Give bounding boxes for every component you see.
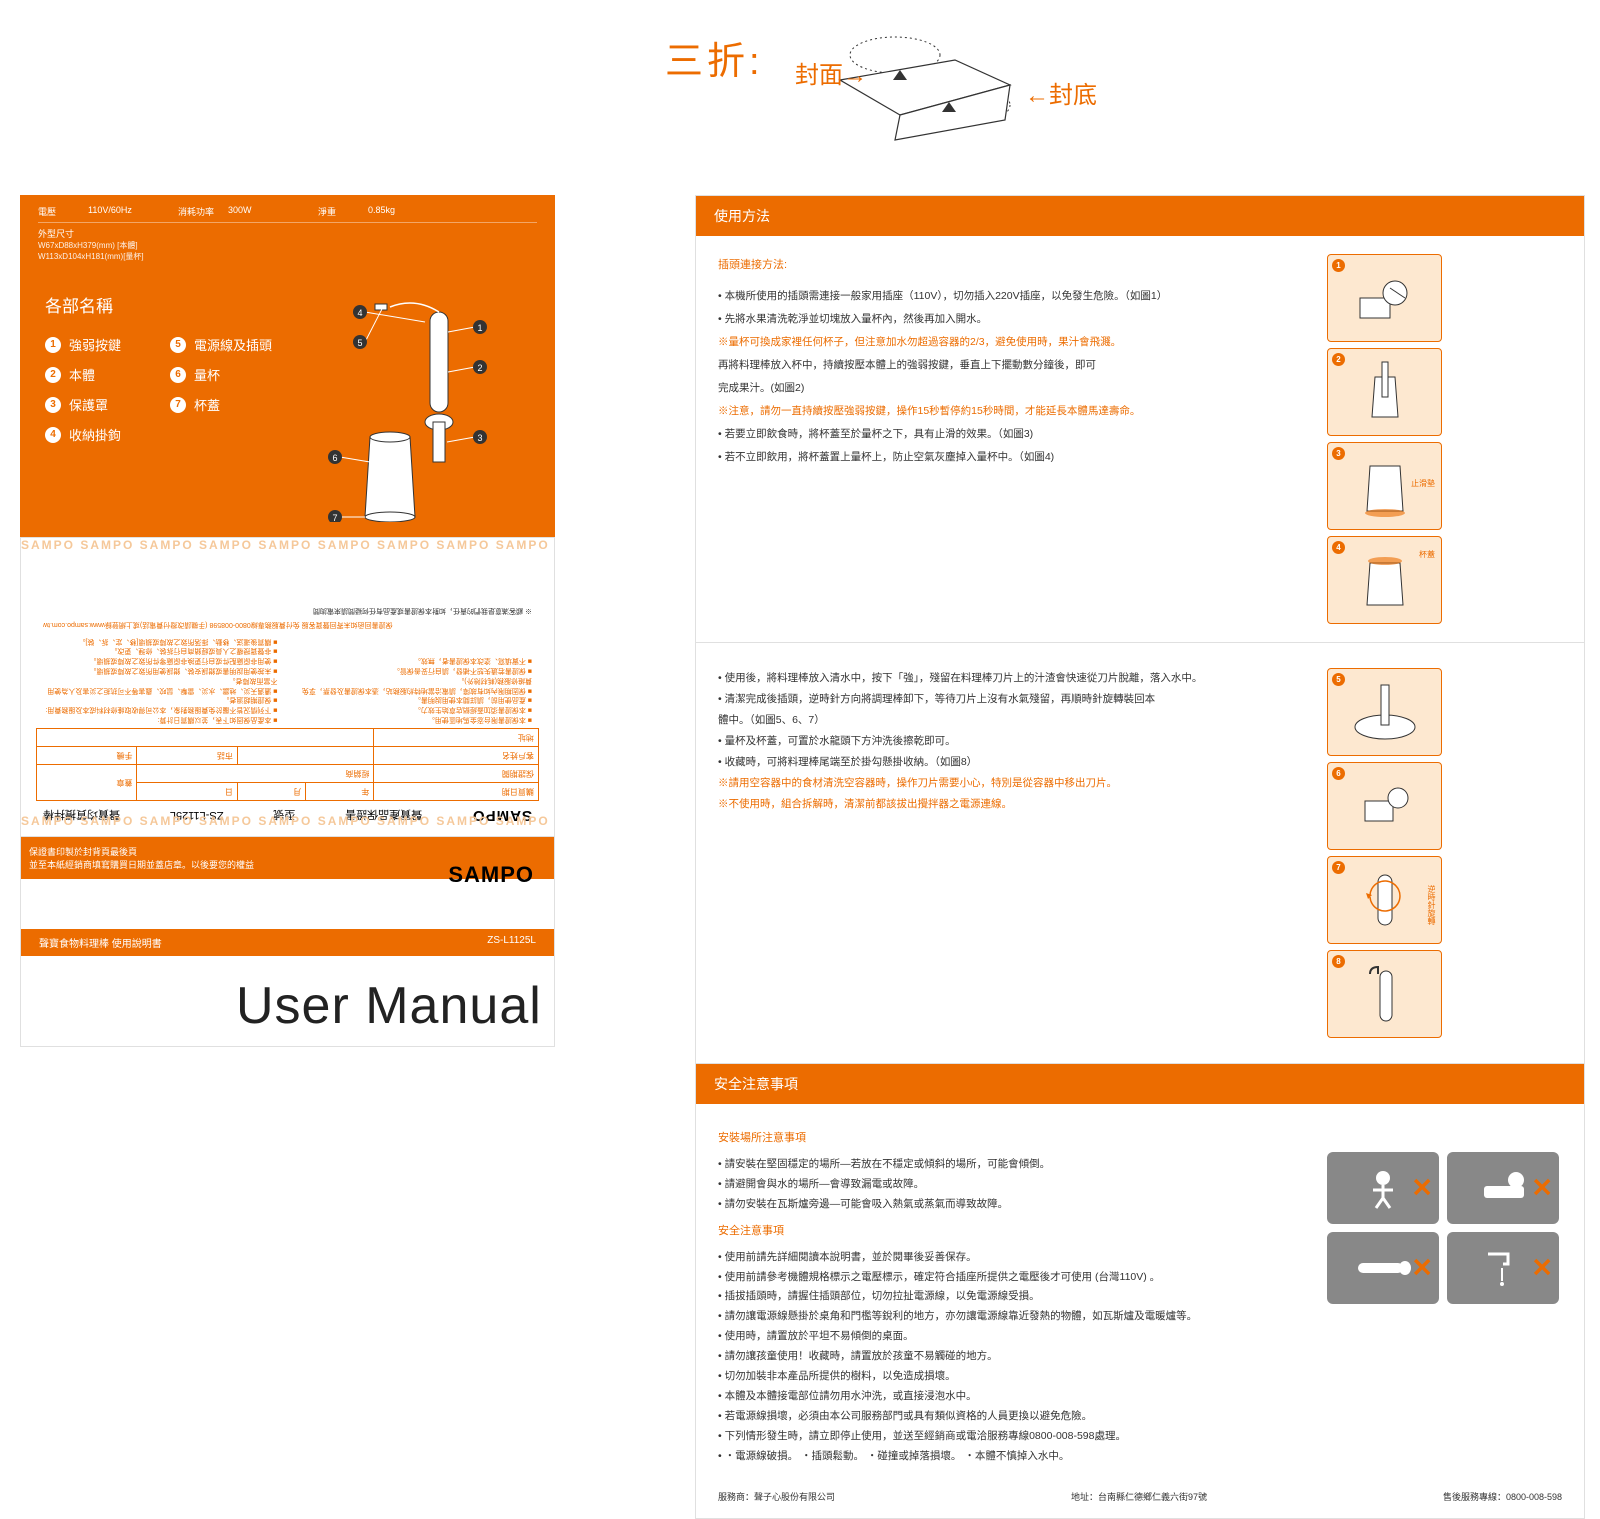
middle-img-7: 7 逆時針旋轉 — [1327, 856, 1442, 944]
svg-text:4: 4 — [357, 308, 362, 318]
safety-section: 安全注意事項 安裝場所注意事項 請安裝在堅固穩定的場所—若放在不穩定或傾斜的場所… — [695, 1064, 1585, 1519]
safety-icon-stove: ✕ — [1447, 1152, 1559, 1224]
part-4: 4收納掛鉤 — [45, 425, 170, 444]
bottom-note1: 保證書印製於封背頁最後頁 — [29, 845, 254, 858]
footer-phone: 售後服務專線：0800-008-598 — [1443, 1490, 1562, 1503]
footer-company: 服務商：聲子心股份有限公司 — [718, 1490, 835, 1503]
power-label: 消耗功率 — [178, 205, 228, 218]
voltage-label: 電壓 — [38, 205, 88, 218]
sampo-logo: SAMPO — [448, 862, 534, 888]
svg-text:1: 1 — [477, 323, 482, 333]
x-icon: ✕ — [1531, 1173, 1553, 1204]
warranty-section: SAMPO SAMPO SAMPO SAMPO SAMPO SAMPO SAMP… — [20, 537, 555, 837]
safety-icon-blender: ✕ — [1327, 1232, 1439, 1304]
fold-front-label: 封面→ — [795, 55, 867, 90]
right-document-panel: 使用方法 插頭連接方法: • 本機所使用的插頭需連接一般家用插座（110V），切… — [695, 195, 1585, 1245]
middle-section: • 使用後，將料理棒放入清水中，按下「強」，殘留在料理棒刀片上的汁渣會快速從刀片… — [695, 643, 1585, 1064]
safety-icons: ✕ ✕ ✕ ✕ — [1312, 1122, 1562, 1467]
warranty-notes-left: ■ 本保證書限台澎金馬地區使用。■ 本保證書須加蓋經銷店章始生效力。 ■ 產品使… — [298, 636, 533, 724]
middle-img-6: 6 — [1327, 762, 1442, 850]
dim2: W113xD104xH181(mm)[量杯] — [38, 251, 537, 262]
product-name: 聲寶食物料理棒 使用說明書 — [39, 935, 162, 950]
fold-title: 三折: — [665, 30, 764, 85]
usage-img-3: 3 止滑墊 — [1327, 442, 1442, 530]
middle-images: 5 6 7 逆時針旋轉 8 — [1317, 668, 1562, 1038]
usage-img-1: 1 — [1327, 254, 1442, 342]
middle-img-8: 8 — [1327, 950, 1442, 1038]
warranty-smalltext: 保證書回函如未寄回聲寶客服 免付費服務專線0800-008598 (手機請改撥付… — [31, 618, 544, 632]
middle-text: • 使用後，將料理棒放入清水中，按下「強」，殘留在料理棒刀片上的汁渣會快速從刀片… — [718, 668, 1317, 1038]
warranty-notes-right: ■ 本產品保固如下表，並以購買日計算:■ 下列情況皆不屬於免費服務對象，本公司得… — [43, 636, 278, 724]
svg-text:3: 3 — [477, 433, 482, 443]
parts-diagram-svg: 4 5 1 2 3 6 7 — [315, 292, 515, 522]
part-5: 5電源線及插頭 — [170, 335, 295, 354]
usage-text: 插頭連接方法: • 本機所使用的插頭需連接一般家用插座（110V），切勿插入22… — [718, 254, 1317, 624]
middle-img-5: 5 — [1327, 668, 1442, 756]
weight-value: 0.85kg — [368, 205, 458, 218]
svg-text:6: 6 — [332, 453, 337, 463]
dim1: W67xD88xH379(mm) [本體] — [38, 240, 537, 251]
dim-label: 外型尺寸 — [38, 227, 88, 240]
bottom-note2: 並至本紙經銷商填寫購買日期並蓋店章。以後要您的權益 — [29, 858, 254, 871]
usage-section: 使用方法 插頭連接方法: • 本機所使用的插頭需連接一般家用插座（110V），切… — [695, 195, 1585, 643]
warranty-care: ※ 顧客滿意是我們的責任，如對本保證書或產品有任何疑問請來電詢問 — [31, 604, 544, 618]
fold-diagram-svg — [780, 20, 1030, 160]
svg-text:5: 5 — [357, 338, 362, 348]
x-icon: ✕ — [1531, 1253, 1553, 1284]
footer-line: 服務商：聲子心股份有限公司 地址：台南縣仁德鄉仁義六街97號 售後服務專線：08… — [696, 1485, 1584, 1518]
part-3: 3保護罩 — [45, 395, 170, 414]
fold-diagram-area: 三折: 封面→ ←封底 — [0, 0, 1600, 190]
part-7: 7杯蓋 — [170, 395, 295, 414]
weight-label: 淨重 — [318, 205, 368, 218]
safety-text: 安裝場所注意事項 請安裝在堅固穩定的場所—若放在不穩定或傾斜的場所，可能會傾倒。… — [718, 1122, 1312, 1467]
x-icon: ✕ — [1411, 1253, 1433, 1284]
left-document-panel: 電壓 110V/60Hz 消耗功率 300W 淨重 0.85kg 外型尺寸 W6… — [20, 195, 555, 1245]
power-value: 300W — [228, 205, 318, 218]
usage-header: 使用方法 — [696, 196, 1584, 236]
safety-icon-water: ✕ — [1447, 1232, 1559, 1304]
model-number: ZS-L1125L — [487, 935, 536, 950]
safety-header: 安全注意事項 — [696, 1064, 1584, 1104]
usage-img-4: 4 杯蓋 — [1327, 536, 1442, 624]
footer-address: 地址：台南縣仁德鄉仁義六街97號 — [1071, 1490, 1207, 1503]
warranty-table: 購買日期年月日蓋章 保證期間經銷商 客戶姓名市話手機 地址 — [36, 728, 539, 801]
part-2: 2本體 — [45, 365, 170, 384]
fold-back-label: ←封底 — [1025, 75, 1097, 110]
parts-section: 各部名稱 1強弱按鍵 2本體 3保護罩 4收納掛鉤 5電源線及插頭 6量杯 7杯… — [20, 272, 555, 537]
bg-pattern-bottom: SAMPO SAMPO SAMPO SAMPO SAMPO SAMPO SAMP… — [21, 814, 554, 836]
bottom-section: 保證書印製於封背頁最後頁 並至本紙經銷商填寫購買日期並蓋店章。以後要您的權益 S… — [20, 837, 555, 1047]
usage-img-2: 2 — [1327, 348, 1442, 436]
part-1: 1強弱按鍵 — [45, 335, 170, 354]
svg-text:7: 7 — [332, 513, 337, 522]
specs-section: 電壓 110V/60Hz 消耗功率 300W 淨重 0.85kg 外型尺寸 W6… — [20, 195, 555, 272]
voltage-value: 110V/60Hz — [88, 205, 178, 218]
svg-text:2: 2 — [477, 363, 482, 373]
usage-images: 1 2 3 止滑墊 4 杯蓋 — [1317, 254, 1562, 624]
x-icon: ✕ — [1411, 1173, 1433, 1204]
user-manual-title: User Manual — [236, 976, 542, 1036]
safety-icon-child: ✕ — [1327, 1152, 1439, 1224]
part-6: 6量杯 — [170, 365, 295, 384]
